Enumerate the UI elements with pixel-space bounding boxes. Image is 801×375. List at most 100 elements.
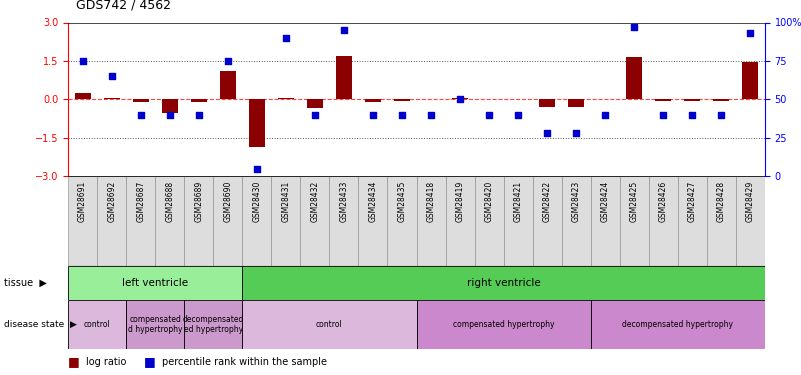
Point	[628, 24, 641, 30]
Point	[512, 112, 525, 118]
Text: GSM28430: GSM28430	[252, 181, 261, 222]
Text: log ratio: log ratio	[86, 357, 126, 367]
Text: decompensated hypertrophy: decompensated hypertrophy	[622, 320, 734, 329]
Text: GSM28427: GSM28427	[688, 181, 697, 222]
Text: GSM28428: GSM28428	[717, 181, 726, 222]
Bar	[278, 98, 294, 99]
Bar	[162, 99, 178, 114]
Bar	[417, 300, 590, 349]
Text: left ventricle: left ventricle	[122, 278, 188, 288]
Bar	[329, 176, 359, 266]
Bar	[213, 176, 242, 266]
Point	[163, 112, 176, 118]
Point	[221, 58, 234, 64]
Text: GSM28433: GSM28433	[340, 181, 348, 222]
Point	[367, 112, 380, 118]
Text: GSM28690: GSM28690	[223, 181, 232, 222]
Text: compensated
d hypertrophy: compensated d hypertrophy	[128, 315, 183, 334]
Bar	[626, 57, 642, 99]
Bar	[714, 99, 730, 100]
Bar	[219, 71, 235, 99]
Bar	[191, 99, 207, 102]
Point	[280, 35, 292, 41]
Bar	[68, 266, 242, 300]
Point	[541, 130, 553, 136]
Text: disease state  ▶: disease state ▶	[4, 320, 77, 329]
Bar	[533, 176, 562, 266]
Bar	[365, 99, 381, 102]
Bar	[97, 176, 127, 266]
Bar	[736, 176, 765, 266]
Point	[715, 112, 728, 118]
Text: GSM28420: GSM28420	[485, 181, 493, 222]
Text: tissue  ▶: tissue ▶	[4, 278, 47, 288]
Text: GSM28689: GSM28689	[195, 181, 203, 222]
Bar	[127, 176, 155, 266]
Bar	[678, 176, 706, 266]
Text: compensated hypertrophy: compensated hypertrophy	[453, 320, 554, 329]
Text: GSM28422: GSM28422	[543, 181, 552, 222]
Bar	[568, 99, 584, 107]
Point	[453, 96, 466, 102]
Text: GSM28418: GSM28418	[427, 181, 436, 222]
Point	[251, 166, 264, 172]
Bar	[655, 99, 671, 100]
Bar	[504, 176, 533, 266]
Text: ■: ■	[68, 356, 80, 368]
Bar	[445, 176, 474, 266]
Text: GSM28426: GSM28426	[659, 181, 668, 222]
Bar	[388, 176, 417, 266]
Bar	[68, 300, 127, 349]
Text: decompensated
ed hypertrophy: decompensated ed hypertrophy	[183, 315, 244, 334]
Bar	[249, 99, 265, 147]
Text: right ventricle: right ventricle	[467, 278, 541, 288]
Bar	[562, 176, 590, 266]
Bar	[474, 176, 504, 266]
Bar	[68, 176, 97, 266]
Bar	[359, 176, 388, 266]
Text: control: control	[316, 320, 343, 329]
Bar	[300, 176, 329, 266]
Text: GDS742 / 4562: GDS742 / 4562	[76, 0, 171, 11]
Bar	[155, 176, 184, 266]
Bar	[184, 176, 213, 266]
Bar	[133, 99, 149, 102]
Point	[657, 112, 670, 118]
Text: GSM28425: GSM28425	[630, 181, 638, 222]
Text: GSM28419: GSM28419	[456, 181, 465, 222]
Text: control: control	[84, 320, 111, 329]
Bar	[394, 99, 410, 100]
Bar	[539, 99, 555, 107]
Point	[105, 74, 118, 80]
Point	[686, 112, 698, 118]
Bar	[620, 176, 649, 266]
Bar	[74, 93, 91, 99]
Text: GSM28691: GSM28691	[78, 181, 87, 222]
Text: GSM28429: GSM28429	[746, 181, 755, 222]
Text: GSM28421: GSM28421	[513, 181, 522, 222]
Text: GSM28431: GSM28431	[281, 181, 290, 222]
Bar	[307, 99, 323, 108]
Text: GSM28423: GSM28423	[572, 181, 581, 222]
Point	[76, 58, 89, 64]
Point	[599, 112, 612, 118]
Bar	[336, 56, 352, 99]
Text: GSM28692: GSM28692	[107, 181, 116, 222]
Bar	[452, 98, 468, 99]
Bar	[417, 176, 445, 266]
Point	[744, 30, 757, 36]
Bar	[127, 300, 184, 349]
Bar	[590, 300, 765, 349]
Bar	[242, 176, 272, 266]
Bar	[649, 176, 678, 266]
Bar	[184, 300, 242, 349]
Bar	[706, 176, 736, 266]
Point	[308, 112, 321, 118]
Bar	[242, 300, 417, 349]
Point	[135, 112, 147, 118]
Bar	[684, 99, 700, 100]
Bar	[590, 176, 620, 266]
Text: GSM28434: GSM28434	[368, 181, 377, 222]
Text: GSM28432: GSM28432	[311, 181, 320, 222]
Text: GSM28424: GSM28424	[601, 181, 610, 222]
